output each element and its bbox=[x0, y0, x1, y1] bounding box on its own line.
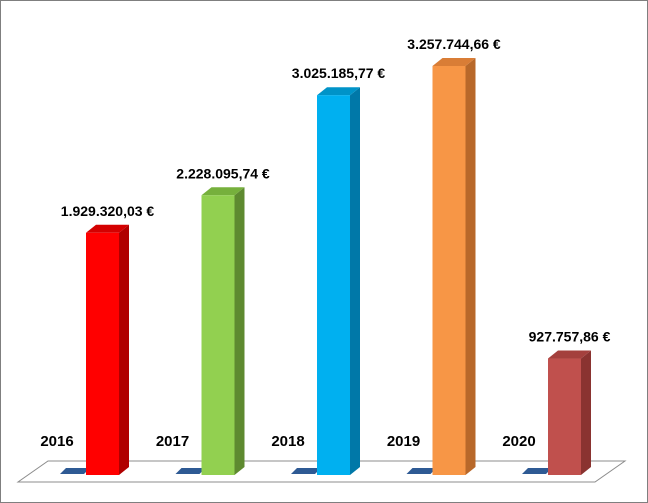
bar-side-2017 bbox=[234, 187, 245, 475]
floor-marker-2019 bbox=[406, 468, 437, 474]
bar-2018 bbox=[317, 95, 350, 475]
floor-marker-2016 bbox=[60, 468, 90, 474]
value-label-2020: 927.757,86 € bbox=[529, 329, 611, 345]
value-label-2016: 1.929.320,03 € bbox=[61, 203, 155, 219]
bar-side-2020 bbox=[581, 350, 591, 475]
bar-top-2017 bbox=[201, 187, 245, 196]
category-label-2019: 2019 bbox=[387, 433, 420, 450]
value-label-2017: 2.228.095,74 € bbox=[176, 165, 270, 181]
bar-top-2020 bbox=[548, 350, 591, 359]
bar-top-2019 bbox=[432, 58, 476, 66]
bar-top-2018 bbox=[317, 87, 360, 96]
bar-top-2016 bbox=[86, 224, 129, 233]
bar-side-2019 bbox=[465, 58, 476, 475]
category-label-2016: 2016 bbox=[40, 433, 73, 450]
category-label-2018: 2018 bbox=[271, 433, 304, 450]
value-label-2019: 3.257.744,66 € bbox=[407, 36, 501, 52]
category-label-2020: 2020 bbox=[502, 433, 535, 450]
bars-group bbox=[60, 58, 591, 475]
value-label-2018: 3.025.185,77 € bbox=[292, 65, 386, 81]
bar-2019 bbox=[432, 66, 466, 475]
floor-marker-2017 bbox=[175, 468, 206, 474]
labels-group: 1.929.320,03 € 2016 2.228.095,74 € 2017 3.02… bbox=[40, 36, 610, 450]
bar-2020 bbox=[548, 358, 581, 475]
bar-side-2018 bbox=[350, 87, 360, 475]
bar-2016 bbox=[86, 232, 119, 475]
floor-marker-2018 bbox=[291, 468, 321, 474]
category-label-2017: 2017 bbox=[156, 433, 189, 450]
floor-marker-2020 bbox=[522, 468, 552, 474]
bar-2017 bbox=[201, 195, 235, 475]
bar-side-2016 bbox=[119, 224, 129, 475]
